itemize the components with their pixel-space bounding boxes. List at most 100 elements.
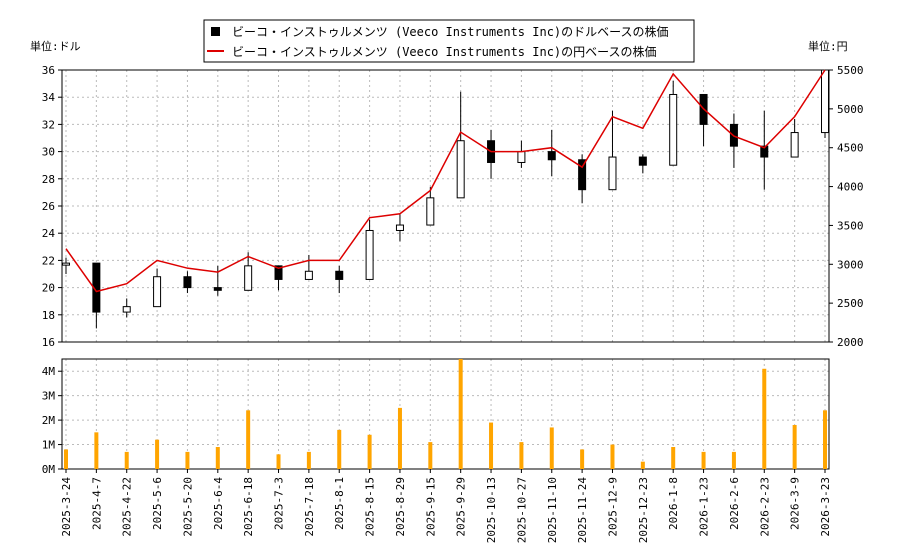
volume-bar — [428, 442, 433, 469]
date-tick-label: 2026-1-23 — [698, 477, 711, 537]
price-series — [62, 69, 829, 329]
date-tick-label: 2025-8-29 — [394, 477, 407, 537]
volume-bar — [489, 422, 494, 469]
date-tick-label: 2025-10-27 — [515, 477, 528, 543]
candle-body — [274, 265, 283, 280]
volume-bar — [701, 451, 706, 469]
volume-bar — [640, 461, 645, 469]
volume-bar — [276, 454, 281, 469]
candle-body — [153, 276, 162, 308]
date-tick-label: 2025-3-24 — [60, 477, 73, 537]
volume-bar — [397, 407, 402, 469]
volume-bar — [762, 368, 767, 469]
date-tick-label: 2025-7-18 — [303, 477, 316, 537]
candle-body — [790, 132, 799, 158]
right-tick-label: 3500 — [837, 219, 864, 232]
right-tick-label: 2000 — [837, 336, 864, 349]
legend-label-usd: ビーコ・インストゥルメンツ (Veeco Instruments Inc)のドル… — [232, 24, 669, 39]
candle-body — [669, 93, 678, 166]
volume-bar — [124, 451, 129, 469]
volume-tick-label: 2M — [42, 414, 56, 427]
left-tick-label: 22 — [42, 254, 55, 267]
volume-bar — [610, 444, 615, 469]
date-tick-label: 2025-9-29 — [455, 477, 468, 537]
left-tick-label: 24 — [42, 227, 56, 240]
right-tick-label: 2500 — [837, 297, 864, 310]
candle-body — [122, 306, 131, 313]
volume-series — [64, 359, 827, 469]
volume-plot-frame — [61, 358, 830, 470]
candle-body — [183, 276, 192, 289]
volume-bar — [671, 447, 676, 469]
right-tick-label: 4500 — [837, 142, 864, 155]
candle-body — [426, 197, 435, 226]
volume-bar — [792, 425, 797, 469]
date-tick-label: 2026-1-8 — [667, 477, 680, 530]
volume-bar — [337, 429, 342, 469]
volume-bar — [823, 410, 827, 469]
right-tick-label: 5500 — [837, 64, 864, 77]
volume-bar — [580, 449, 585, 469]
volume-bar — [215, 447, 220, 469]
date-tick-label: 2025-10-13 — [485, 477, 498, 543]
right-axis-unit-label: 単位:円 — [808, 39, 848, 53]
candle-body — [213, 287, 222, 291]
volume-tick-label: 0M — [42, 463, 56, 476]
candle-body — [638, 156, 647, 166]
right-tick-label: 4000 — [837, 181, 864, 194]
date-tick-label: 2026-3-23 — [819, 477, 832, 537]
date-tick-label: 2025-4-7 — [90, 477, 103, 530]
date-tick-label: 2025-11-24 — [576, 477, 589, 544]
candle-body — [760, 145, 769, 158]
candle-body — [395, 224, 404, 231]
volume-bar — [367, 434, 372, 469]
date-tick-label: 2025-4-22 — [121, 477, 134, 537]
volume-tick-label: 3M — [42, 390, 56, 403]
date-tick-label: 2026-2-23 — [758, 477, 771, 537]
left-axis-unit-label: 単位:ドル — [30, 39, 81, 53]
left-tick-label: 26 — [42, 200, 55, 213]
date-tick-label: 2025-5-6 — [151, 477, 164, 530]
candle-body — [821, 69, 829, 134]
volume-bar — [731, 451, 736, 469]
date-tick-label: 2026-3-9 — [789, 477, 802, 530]
candle-body — [62, 262, 70, 266]
volume-bar — [155, 439, 160, 469]
left-tick-label: 20 — [42, 282, 55, 295]
candle-body — [608, 156, 617, 191]
volume-bar — [549, 427, 554, 469]
legend-symbol-usd — [211, 27, 220, 36]
date-tick-label: 2025-8-1 — [333, 477, 346, 530]
volume-bar — [306, 451, 311, 469]
left-tick-label: 28 — [42, 173, 55, 186]
candle-body — [578, 159, 587, 191]
left-tick-label: 30 — [42, 146, 55, 159]
volume-bar — [519, 442, 524, 469]
volume-bar — [94, 432, 99, 469]
candle-body — [547, 151, 556, 161]
candle-body — [456, 140, 465, 199]
plot-frame — [61, 69, 830, 470]
candle-body — [244, 265, 253, 291]
date-tick-label: 2025-12-23 — [637, 477, 650, 543]
volume-bar — [185, 451, 190, 469]
candle-body — [335, 270, 344, 280]
date-tick-label: 2025-12-9 — [606, 477, 619, 537]
legend: ビーコ・インストゥルメンツ (Veeco Instruments Inc)のドル… — [203, 19, 695, 63]
legend-box — [203, 19, 695, 63]
left-tick-label: 18 — [42, 309, 55, 322]
date-tick-label: 2025-9-15 — [424, 477, 437, 537]
volume-tick-label: 4M — [42, 365, 56, 378]
jpy-price-line — [65, 69, 826, 293]
volume-bar — [246, 410, 251, 469]
left-tick-label: 32 — [42, 118, 55, 131]
candle-body — [365, 229, 374, 280]
grid — [62, 69, 829, 470]
date-tick-label: 2025-6-18 — [242, 477, 255, 537]
volume-bar — [64, 449, 68, 469]
right-tick-label: 3000 — [837, 258, 864, 271]
date-tick-label: 2025-5-20 — [181, 477, 194, 537]
candle-body — [304, 270, 313, 280]
